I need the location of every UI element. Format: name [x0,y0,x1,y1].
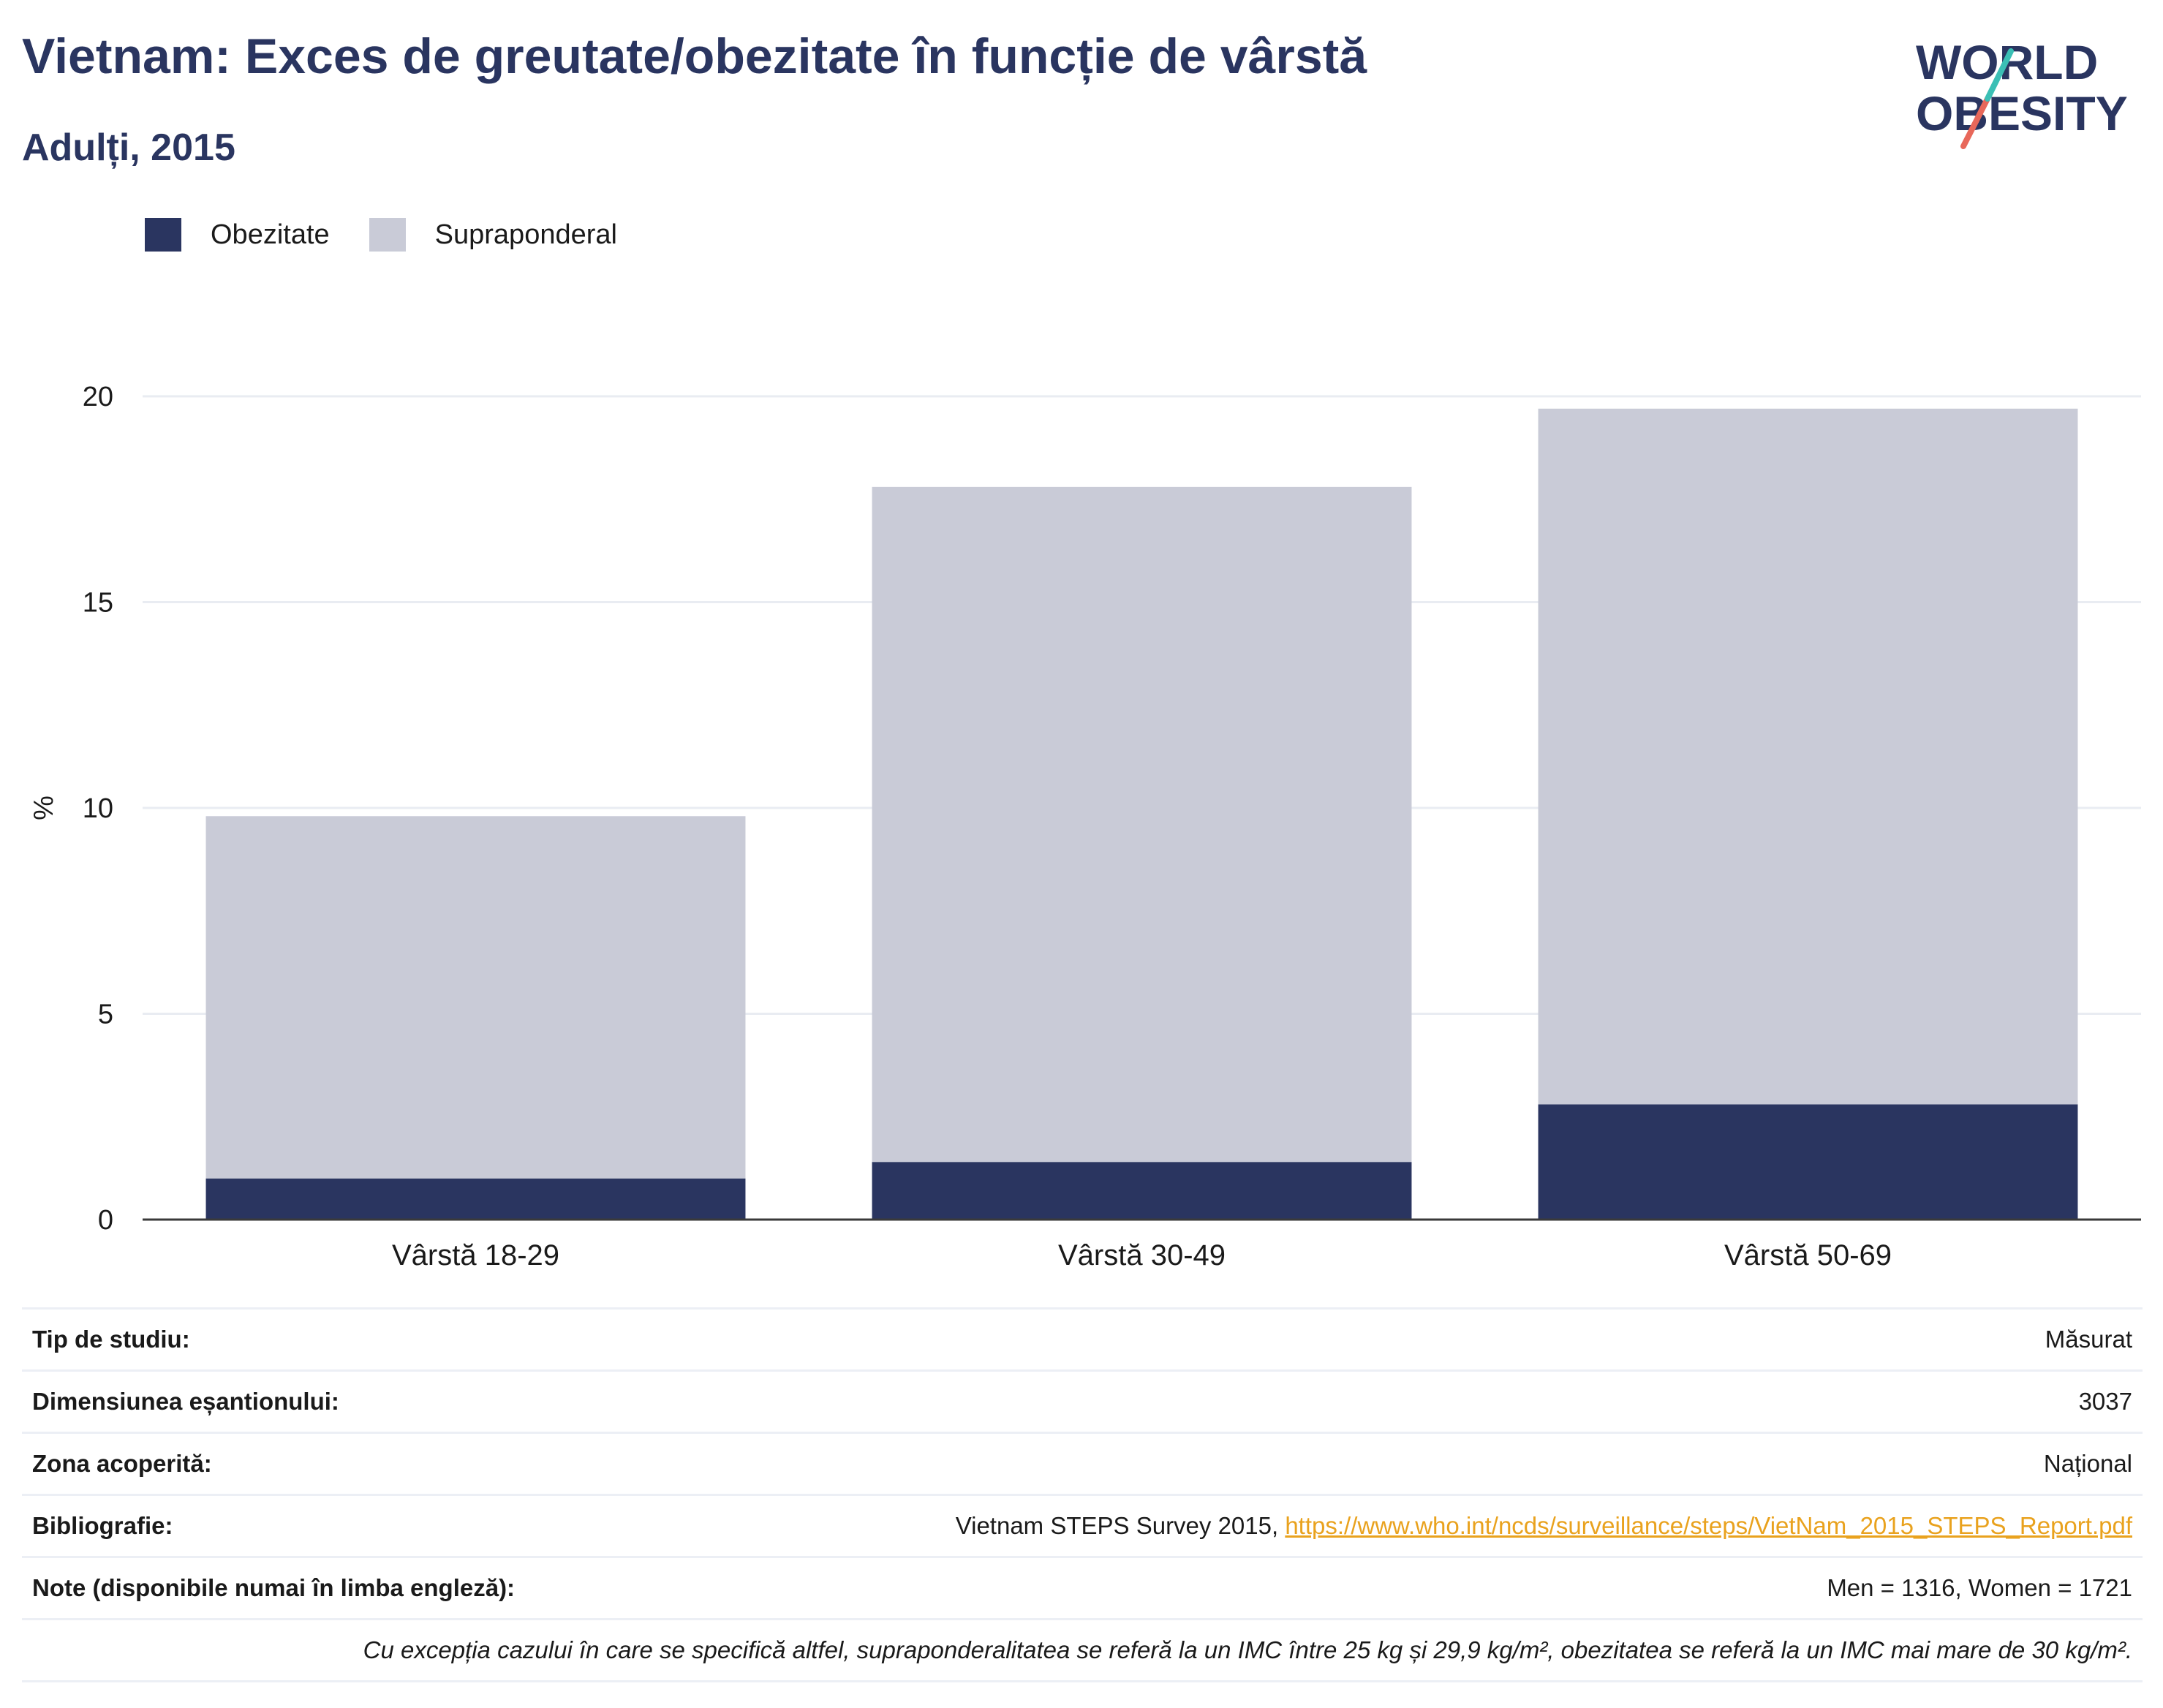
y-axis-label: % [29,796,59,820]
info-value: Măsurat [2045,1326,2132,1353]
legend-swatch-obesity [145,218,181,252]
logo-slash-red [1960,96,1990,149]
logo-line2: OBESITY [1916,86,2128,140]
study-info-table: Tip de studiu: Măsurat Dimensiunea eșant… [22,1307,2143,1682]
x-tick-label: Vârstă 18-29 [392,1239,559,1271]
legend-item-obesity[interactable]: Obezitate [145,218,330,252]
info-row-bibliography: Bibliografie: Vietnam STEPS Survey 2015,… [22,1494,2143,1556]
info-value-bibliography: Vietnam STEPS Survey 2015, https://www.w… [956,1512,2132,1540]
info-row-footnote: Cu excepția cazului în care se specifică… [22,1618,2143,1682]
bar-overweight [872,486,1412,1163]
y-tick-label: 5 [98,1000,113,1030]
y-tick-label: 0 [98,1205,113,1236]
info-row-study-type: Tip de studiu: Măsurat [22,1307,2143,1369]
info-label: Bibliografie: [32,1512,173,1539]
info-row-area-covered: Zona acoperită: Național [22,1432,2143,1494]
legend-label-obesity: Obezitate [211,219,330,250]
footnote: Cu excepția cazului în care se specifică… [363,1636,2132,1663]
info-label: Note (disponibile numai în limba engleză… [32,1574,516,1601]
legend-item-overweight[interactable]: Supraponderal [369,218,617,252]
info-label: Zona acoperită: [32,1450,212,1477]
y-tick-label: 15 [83,588,113,619]
info-value: Men = 1316, Women = 1721 [1827,1574,2132,1601]
bar-overweight [205,816,746,1179]
y-tick-label: 10 [83,793,113,824]
chart-subtitle: Adulți, 2015 [22,126,235,169]
bar-obesity [872,1162,1412,1220]
info-value: Național [2043,1450,2132,1477]
info-label: Dimensiunea eșantionului: [32,1388,339,1415]
info-label: Tip de studiu: [32,1326,190,1353]
bar-overweight [1538,408,2078,1105]
bar-obesity [1538,1104,2078,1220]
x-tick-label: Vârstă 50-69 [1724,1239,1892,1271]
bar-chart: 0 5 10 15 20% Vârstă 18-29 Vârstă 30-49 Vârstă … [29,382,2141,1271]
legend-label-overweight: Supraponderal [434,219,617,250]
legend: Obezitate Supraponderal [145,218,657,252]
y-tick-label: 20 [83,382,113,412]
chart-title: Vietnam: Exces de greutate/obezitate în … [22,29,1367,84]
bibliography-text: Vietnam STEPS Survey 2015, [955,1512,1286,1539]
logo-slash-teal [1985,48,2014,102]
info-row-notes: Note (disponibile numai în limba engleză… [22,1556,2143,1618]
bibliography-link[interactable]: https://www.who.int/ncds/surveillance/st… [1285,1512,2132,1539]
x-tick-label: Vârstă 30-49 [1058,1239,1226,1271]
info-value: 3037 [2078,1388,2132,1415]
info-row-sample-size: Dimensiunea eșantionului: 3037 [22,1369,2143,1432]
world-obesity-logo: WORLD OBESITY [1916,35,2128,149]
bar-obesity [205,1178,746,1220]
legend-swatch-overweight [369,218,406,252]
